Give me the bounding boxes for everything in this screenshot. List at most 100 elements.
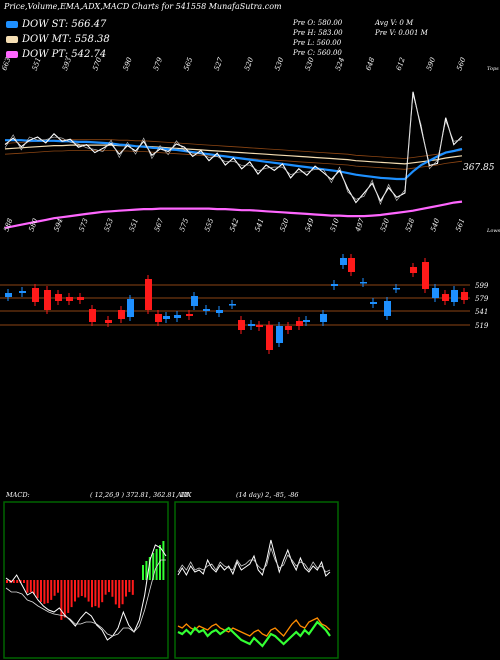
top-value-label: 612 <box>395 56 407 72</box>
macd-hist-bar <box>131 580 134 595</box>
macd-hist-bar <box>33 580 36 595</box>
candle-body <box>118 310 125 319</box>
adx-green-line <box>177 620 331 648</box>
price-level-label: 519 <box>475 322 489 330</box>
candle-body <box>55 294 62 301</box>
low-value-label: 541 <box>253 217 265 232</box>
macd-hist-bar <box>40 580 42 602</box>
candle-body <box>155 314 162 322</box>
low-value-label: 540 <box>429 217 441 233</box>
low-value-label: 542 <box>228 217 240 233</box>
candle-body <box>296 321 303 326</box>
candle-body <box>266 325 273 350</box>
price-line <box>4 91 463 204</box>
macd-params: ( 12,26,9 ) 372.81, 362.81, 10 <box>90 491 188 499</box>
macd-hist-bar <box>29 580 32 593</box>
low-value-label: 553 <box>103 217 115 233</box>
macd-hist-bar <box>36 580 39 599</box>
ohlc-low: Pre L: 560.00 <box>293 39 342 47</box>
candle-body <box>331 284 338 286</box>
top-value-label: 579 <box>152 56 164 72</box>
candle-body <box>370 302 377 304</box>
legend-swatch-magenta <box>6 51 18 58</box>
macd-hist-bar <box>108 580 110 593</box>
candle-body <box>191 296 198 306</box>
ema-st-line <box>5 139 463 181</box>
low-value-label: 555 <box>203 217 215 233</box>
macd-label: MACD: <box>5 491 30 499</box>
top-value-label: 590 <box>122 56 134 72</box>
low-value-label: 567 <box>153 217 165 233</box>
macd-hist-bar <box>16 580 19 583</box>
top-value-label: 593 <box>61 56 73 72</box>
macd-hist-bar <box>97 580 100 608</box>
low-value-label: 594 <box>53 217 65 232</box>
adx-label: ADX <box>176 491 192 499</box>
candle-body <box>145 279 152 310</box>
candle-body <box>410 267 417 273</box>
macd-hist-bar <box>53 580 56 596</box>
candle-body <box>186 314 193 316</box>
ohlc-open: Pre O: 580.00 <box>293 19 343 27</box>
avg-volume: Avg V: 0 M <box>375 19 414 27</box>
legend-dow-st: DOW ST: 566.47 <box>6 19 106 30</box>
ema-pt-line <box>4 200 463 229</box>
macd-hist-bar <box>6 580 8 583</box>
candle-body <box>216 310 223 313</box>
low-value-label: 573 <box>78 217 90 233</box>
candle-body <box>442 294 449 301</box>
candle-body <box>451 290 458 302</box>
macd-hist-bar <box>12 580 15 583</box>
di-plus-line <box>177 539 331 577</box>
macd-hist-bar <box>152 553 155 580</box>
candle-body <box>285 326 292 330</box>
low-value-label: 510 <box>329 217 341 233</box>
candle-body <box>19 291 26 293</box>
macd-hist-bar <box>118 580 121 608</box>
candle-body <box>461 292 468 300</box>
macd-hist-bar <box>155 549 158 580</box>
candle-body <box>238 320 245 330</box>
macd-hist-bar <box>60 580 63 620</box>
legend-dow-mt-label: DOW MT: 558.38 <box>22 34 110 45</box>
ema-envelope-lower <box>4 150 463 170</box>
macd-hist-bar <box>74 580 76 602</box>
macd-hist-bar <box>114 580 117 605</box>
macd-hist-bar <box>104 580 107 595</box>
top-value-label: 663 <box>0 56 12 72</box>
legend-dow-st-label: DOW ST: 566.47 <box>22 19 107 30</box>
macd-hist-bar <box>159 545 161 580</box>
macd-hist-bar <box>77 580 80 598</box>
candle-body <box>203 309 210 311</box>
macd-hist-bar <box>148 557 151 580</box>
ohlc-high: Pre H: 583.00 <box>293 29 343 37</box>
low-value-label: 520 <box>379 217 391 233</box>
low-value-label: 497 <box>354 217 367 234</box>
candle-body <box>174 315 181 318</box>
macd-hist-bar <box>162 541 165 580</box>
chart-title: Price,Volume,EMA,ADX,MACD Charts for 541… <box>4 2 282 11</box>
candle-body <box>320 314 327 322</box>
prev-volume: Pre V: 0.001 M <box>375 29 428 37</box>
macd-panel <box>3 501 169 659</box>
candle-body <box>276 326 283 343</box>
candle-body <box>77 297 84 300</box>
low-value-label: 575 <box>178 217 190 233</box>
macd-hist-bar <box>128 580 131 593</box>
macd-hist-bar <box>57 580 59 593</box>
macd-hist-bar <box>26 580 29 593</box>
macd-hist-bar <box>91 580 93 608</box>
candle-body <box>5 293 12 297</box>
candle-body <box>432 288 439 298</box>
ema-envelope-upper <box>4 139 463 159</box>
candle-body <box>229 304 236 306</box>
macd-hist-bar <box>111 580 114 597</box>
legend-dow-pt: DOW PT: 542.74 <box>6 49 106 60</box>
price-level-label: 579 <box>475 295 489 303</box>
candle-body <box>360 282 367 284</box>
macd-hist-bar <box>43 580 46 604</box>
candle-body <box>248 324 255 326</box>
legend-swatch-blue <box>6 21 18 28</box>
macd-hist-bar <box>67 580 70 613</box>
